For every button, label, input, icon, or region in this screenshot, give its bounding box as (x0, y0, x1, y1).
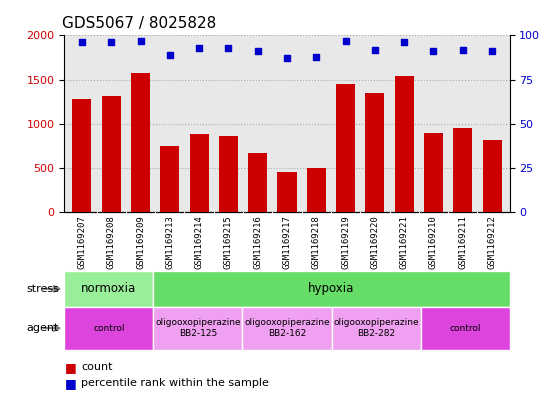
Bar (421, 307, 510, 350)
Text: GSM1169216: GSM1169216 (253, 215, 262, 269)
Text: GSM1169209: GSM1169209 (136, 215, 145, 269)
Bar (395, 76, 414, 212)
Point (282, 55, 291, 61)
Bar (336, 84, 355, 212)
Bar (248, 153, 267, 212)
Text: hypoxia: hypoxia (309, 282, 354, 296)
Text: stress: stress (26, 284, 59, 294)
Text: GSM1169218: GSM1169218 (312, 215, 321, 269)
Text: GSM1169213: GSM1169213 (165, 215, 174, 269)
Bar (102, 96, 121, 212)
Bar (332, 307, 421, 350)
Point (458, 46, 467, 53)
Text: percentile rank within the sample: percentile rank within the sample (81, 378, 269, 388)
Point (195, 44, 204, 51)
Bar (424, 132, 443, 212)
Bar (219, 136, 238, 212)
Text: GSM1169211: GSM1169211 (458, 215, 467, 269)
Text: ■: ■ (64, 361, 76, 374)
Text: GSM1169219: GSM1169219 (341, 215, 350, 269)
Text: GSM1169215: GSM1169215 (224, 215, 233, 269)
Point (253, 48, 262, 54)
Point (165, 51, 174, 58)
Text: GSM1169217: GSM1169217 (282, 215, 292, 269)
Point (400, 39, 409, 46)
Text: oligooxopiperazine
BB2-282: oligooxopiperazine BB2-282 (333, 318, 419, 338)
Text: GSM1169212: GSM1169212 (488, 215, 497, 269)
Text: oligooxopiperazine
BB2-125: oligooxopiperazine BB2-125 (155, 318, 241, 338)
Bar (153, 271, 510, 307)
Text: control: control (93, 324, 125, 332)
Text: normoxia: normoxia (81, 282, 137, 296)
Text: count: count (81, 362, 113, 373)
Text: ■: ■ (64, 376, 76, 390)
Bar (190, 134, 209, 212)
Bar (64, 307, 153, 350)
Point (429, 48, 438, 54)
Bar (242, 307, 332, 350)
Text: GSM1169207: GSM1169207 (77, 215, 86, 269)
Text: GSM1169220: GSM1169220 (370, 215, 379, 269)
Point (488, 48, 497, 54)
Point (224, 44, 233, 51)
Point (107, 39, 116, 46)
Bar (278, 173, 296, 212)
Bar (72, 99, 91, 212)
Point (312, 53, 321, 60)
Bar (483, 140, 502, 212)
Text: GSM1169210: GSM1169210 (429, 215, 438, 269)
Bar (153, 307, 242, 350)
Text: agent: agent (26, 323, 59, 333)
Bar (365, 93, 384, 212)
Text: GSM1169221: GSM1169221 (400, 215, 409, 269)
Bar (160, 146, 179, 212)
Text: oligooxopiperazine
BB2-162: oligooxopiperazine BB2-162 (244, 318, 330, 338)
Point (136, 37, 145, 44)
Text: GDS5067 / 8025828: GDS5067 / 8025828 (62, 17, 216, 31)
Text: GSM1169208: GSM1169208 (107, 215, 116, 269)
Text: control: control (449, 324, 481, 332)
Text: GSM1169214: GSM1169214 (195, 215, 204, 269)
Bar (131, 73, 150, 212)
Point (370, 46, 379, 53)
Point (77, 39, 86, 46)
Bar (307, 168, 326, 212)
Point (341, 37, 350, 44)
Bar (453, 128, 472, 212)
Bar (64, 271, 153, 307)
